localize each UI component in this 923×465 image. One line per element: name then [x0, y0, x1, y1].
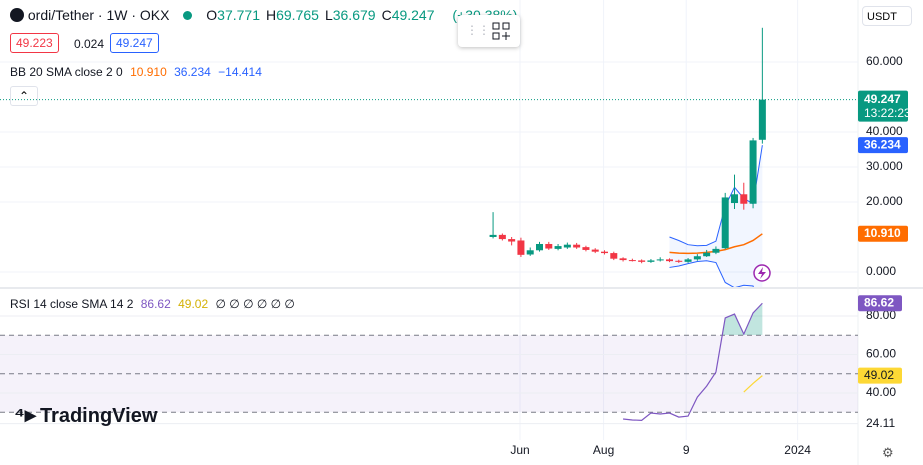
candle-body [508, 239, 516, 242]
candle-body [545, 243, 553, 249]
y-tick-label: 80.00 [866, 308, 896, 322]
candle-body [536, 243, 543, 251]
candle-body [666, 259, 673, 262]
symbol-icon [10, 8, 24, 22]
y-tick-label: 40.00 [866, 385, 896, 399]
x-tick-label: 2024 [784, 443, 811, 457]
candle-body [740, 194, 748, 204]
rsi-line [623, 302, 763, 421]
ohlc-value: 37.771 [217, 7, 260, 23]
x-tick-label: 9 [683, 443, 690, 457]
candle-body [619, 258, 627, 261]
last-price-label: 49.247 [864, 92, 901, 106]
candle-body [563, 244, 571, 248]
drag-handle: ⋮⋮ [466, 23, 490, 37]
candle-body [628, 260, 636, 262]
upper-tag-label: 36.234 [864, 137, 901, 151]
last-price-tag [858, 90, 908, 122]
candle-body [703, 252, 711, 257]
bb-basis: 10.910 [130, 65, 167, 79]
ohlc-value: 36.679 [332, 7, 376, 23]
candle-body [684, 259, 692, 262]
candle-body [610, 253, 618, 259]
basis-tag [858, 225, 908, 242]
y-tick-label: 60.000 [866, 54, 903, 68]
rsi-tag [858, 367, 902, 384]
collapse-button[interactable]: ⌃ [10, 86, 38, 106]
candle-body [591, 249, 599, 252]
rsi-value: 86.62 [140, 297, 171, 311]
bid-box[interactable]: 49.223 [10, 33, 59, 53]
candle-body [712, 248, 720, 253]
y-tick-label: 30.000 [866, 159, 903, 173]
layout-icon [492, 22, 510, 40]
candle-body [489, 234, 497, 237]
candle-body [758, 99, 766, 140]
ohlc-key: H [265, 7, 277, 23]
x-tick-label: Jun [510, 443, 529, 457]
spread: 0.024 [74, 37, 105, 51]
candle-body [647, 260, 655, 262]
market-status [183, 11, 193, 20]
x-tick-label: Aug [593, 443, 614, 457]
ask-box[interactable]: 49.247 [110, 33, 159, 53]
rsi-tag-label: 49.02 [864, 368, 894, 382]
brand-text: TradingView [39, 405, 158, 427]
candle-body [573, 244, 581, 248]
candle-body [693, 256, 701, 260]
ohlc: O37.771 H69.765 L36.679 C49.247 [206, 7, 440, 23]
rsi-tag [858, 295, 902, 312]
ohlc-key: C [381, 7, 392, 23]
ohlc-value: 49.247 [391, 7, 435, 23]
rsi-extra: ∅ ∅ ∅ ∅ ∅ ∅ [215, 297, 295, 311]
event-icon-bolt [758, 267, 766, 279]
y-tick-label: 0.000 [866, 264, 896, 278]
candle-body [638, 260, 646, 262]
currency-select[interactable]: USDT [862, 6, 912, 26]
y-tick-label: 24.11 [866, 416, 895, 430]
band-fill [669, 145, 763, 287]
candle-body [731, 194, 738, 204]
rsi-panel [0, 289, 858, 440]
symbol[interactable]: ordi/Tether · 1W · OKX [27, 7, 170, 23]
floating-toolbar[interactable]: ⋮⋮ [458, 15, 520, 47]
y-tick-label: 60.00 [866, 347, 896, 361]
upper-tag [858, 137, 908, 154]
symbol-row: ordi/Tether · 1W · OKX O37.771 H69.765 L36… [10, 7, 517, 23]
countdown: 13:22:23 [864, 106, 911, 120]
candle-body [749, 140, 757, 204]
candle-body [517, 240, 525, 255]
overbought-fill [722, 303, 763, 335]
brand: ⁴▸ TradingView [14, 402, 158, 427]
bb-lower: −14.414 [218, 65, 262, 79]
price-panel [0, 0, 858, 287]
rsi-tag-label: 86.62 [864, 295, 894, 309]
candle-body [721, 197, 729, 249]
ohlc-value: 69.765 [276, 7, 319, 23]
ohlc-key: L [324, 7, 333, 23]
candle-body [675, 260, 683, 262]
candle-body [656, 259, 664, 261]
y-tick-label: 20.000 [866, 194, 903, 208]
bb-label: BB 20 SMA close 2 0 [10, 65, 123, 79]
ohlc-key: O [206, 7, 218, 23]
bb-upper: 36.234 [174, 65, 211, 79]
candle-body [498, 234, 506, 240]
rsi-label: RSI 14 close SMA 14 2 [10, 297, 134, 311]
rsi-legend: RSI 14 close SMA 14 2 86.62 49.02 ∅ ∅ ∅ … [10, 297, 295, 311]
candle-body [601, 251, 608, 254]
bb-legend: BB 20 SMA close 2 0 10.910 36.234 −14.41… [10, 65, 262, 79]
candle-body [582, 247, 590, 250]
basis-tag-label: 10.910 [864, 226, 901, 240]
candle-body [526, 250, 534, 255]
y-tick-label: 40.000 [866, 124, 903, 138]
rsi-sma-value: 49.02 [178, 297, 209, 311]
candle-body [554, 246, 562, 249]
band-line [669, 260, 754, 287]
rsi-line [743, 375, 763, 393]
settings-icon[interactable]: ⚙ [882, 445, 894, 460]
